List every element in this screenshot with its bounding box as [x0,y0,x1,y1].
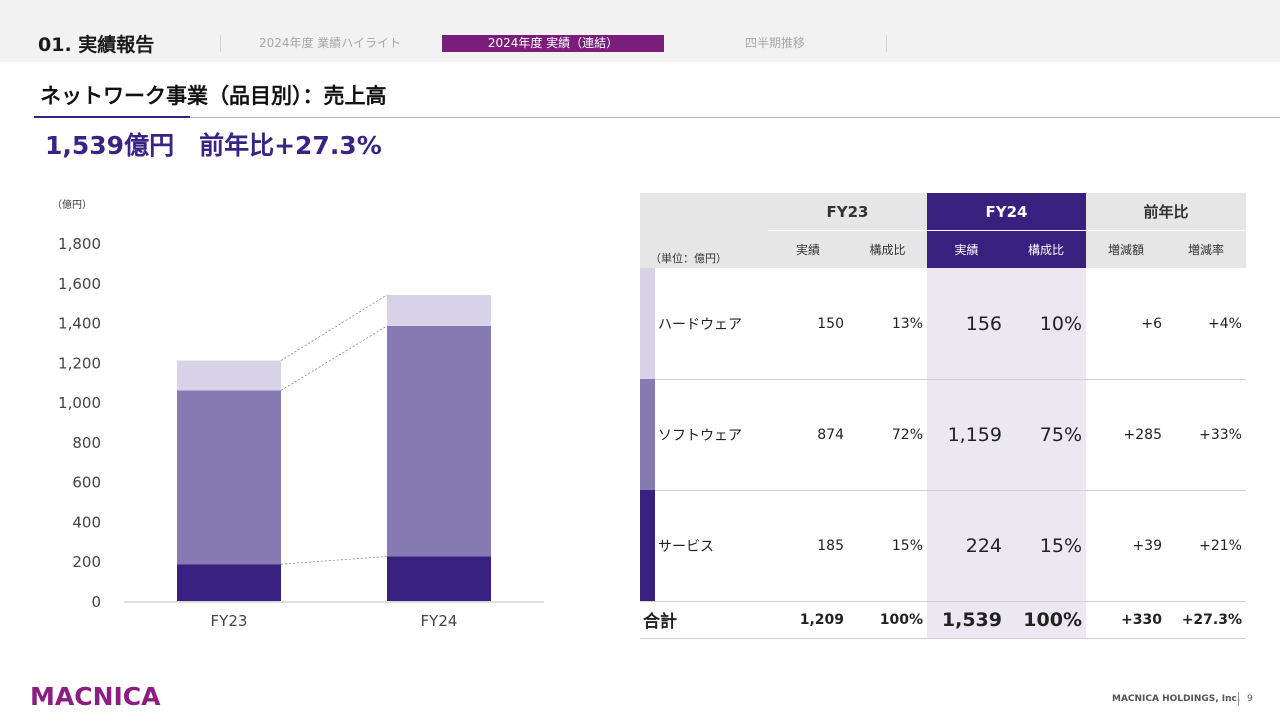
x-tick-label: FY24 [421,612,458,630]
macnica-logo: MACNICA [30,682,161,711]
group-header-1: FY24 [985,202,1028,221]
table-cell: +285 [1123,426,1162,443]
y-tick-label: 1,000 [58,394,101,412]
y-tick-label: 1,600 [58,275,101,293]
row-divider [640,379,1246,380]
sub-header: 実績 [954,242,979,257]
group-header-2: 前年比 [1143,203,1189,221]
row-divider [640,490,1246,491]
y-tick-label: 400 [72,513,101,531]
row-label: ソフトウェア [658,427,742,444]
footer-divider [1238,692,1239,706]
total-cell: +27.3% [1181,611,1242,628]
header-separator [768,230,1246,231]
results-table: （単位：億円） FY23 FY24 前年比実績 構成比 実績 構成比 増減額 増減率ハードウェア… [640,193,1246,640]
stacked-bar-chart: （億円） 0 200 400 600 800 1,000 1,200 1,400 1,600 1,8… [52,198,544,630]
row-divider [640,601,1246,602]
table-cell: 10% [1039,312,1082,335]
table-cell: +6 [1141,315,1162,332]
footer-company: MACNICA HOLDINGS, Inc. [1112,694,1241,704]
table-cell: 1,159 [947,423,1002,446]
table-cell: 150 [817,315,844,332]
y-tick-label: 800 [72,434,101,452]
group-header-0: FY23 [826,202,869,221]
bar-segment-FY23-0 [177,564,281,601]
section-title: 01. 実績報告 [38,34,155,56]
sub-header: 増減額 [1107,242,1144,257]
tab-results-consolidated[interactable]: 2024年度 実績（連結） [442,35,664,52]
sub-header: 増減率 [1187,242,1224,257]
total-label: 合計 [643,612,677,632]
total-cell: +330 [1121,611,1162,628]
sub-header: 実績 [795,242,820,257]
category-color-bar [640,268,655,379]
y-tick-label: 200 [72,553,101,571]
bar-segment-FY24-1 [387,325,491,557]
table-cell: +21% [1199,537,1242,554]
tab-highlights[interactable]: 2024年度 業績ハイライト [258,36,402,50]
table-cell: 156 [965,312,1002,335]
bar-segment-FY24-2 [387,294,491,326]
total-cell: 1,209 [799,611,844,628]
connector-line [280,294,388,361]
tab-quarterly-trend[interactable]: 四半期推移 [744,36,805,50]
table-cell: 185 [817,537,844,554]
sub-header: 構成比 [869,242,906,257]
row-label: サービス [658,538,714,555]
row-label: ハードウェア [658,316,742,333]
table-cell: 15% [1039,534,1082,557]
table-cell: +39 [1132,537,1162,554]
table-cell: +33% [1199,426,1242,443]
fy24-column-highlight [927,268,1086,638]
header-band [0,0,1280,62]
table-cell: 72% [891,426,923,443]
table-cell: 15% [891,537,923,554]
bar-segment-FY24-0 [387,556,491,601]
category-color-bar [640,490,655,601]
table-cell: 13% [891,315,923,332]
tab-divider [220,35,221,52]
page-heading: ネットワーク事業（品目別）：売上高 [40,84,387,108]
table-cell: +4% [1208,315,1242,332]
total-cell: 1,539 [941,608,1002,631]
table-bottom-line [640,638,1246,639]
unit-label: （単位：億円） [650,252,727,265]
total-cell: 100% [1023,608,1082,631]
connector-line [280,325,388,391]
table-cell: 874 [817,426,844,443]
y-tick-label: 600 [72,474,101,492]
page-number: 9 [1247,694,1253,704]
bar-segment-FY23-1 [177,390,281,565]
heading-rule-accent [34,116,190,118]
headline-figure: 1,539億円 前年比+27.3% [45,131,382,160]
total-cell: 100% [879,611,923,628]
y-tick-label: 1,200 [58,354,101,372]
sub-header: 構成比 [1027,242,1064,257]
table-cell: 224 [965,534,1002,557]
y-tick-label: 0 [91,593,101,611]
x-tick-label: FY23 [211,612,248,630]
table-cell: 75% [1039,423,1082,446]
connector-line [280,556,388,565]
category-color-bar [640,379,655,490]
y-tick-label: 1,800 [58,235,101,253]
bar-segment-FY23-2 [177,360,281,391]
tab-divider [886,35,887,52]
y-axis-unit-label: （億円） [52,198,92,211]
heading-rule [34,117,1280,118]
y-tick-label: 1,400 [58,315,101,333]
